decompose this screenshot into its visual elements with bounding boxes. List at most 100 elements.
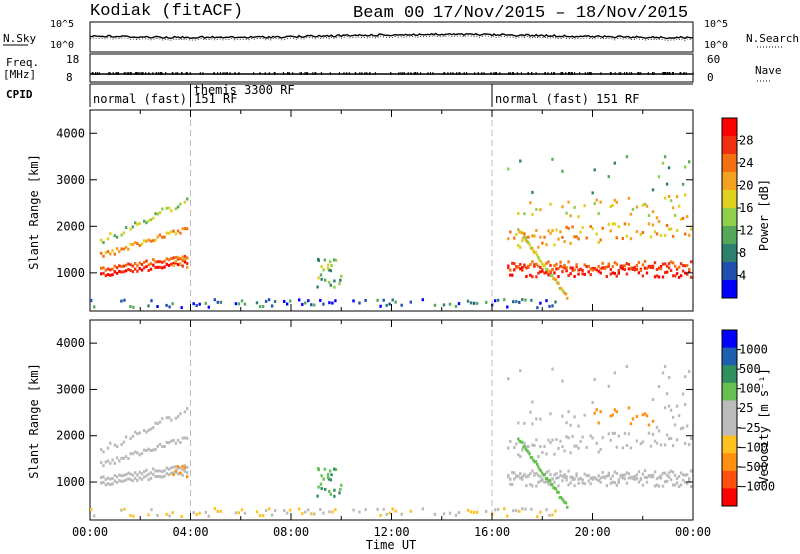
power-cell	[565, 266, 568, 270]
cpid-segment-label: themis 3300 RF	[194, 83, 295, 97]
power-cell	[579, 230, 582, 234]
power-cell	[124, 226, 128, 229]
velocity-cell	[531, 469, 534, 473]
power-cell	[613, 161, 616, 165]
power-cell	[333, 285, 336, 289]
power-cell	[603, 267, 606, 271]
power-cell	[513, 268, 516, 272]
power-cell	[521, 266, 524, 270]
power-cell	[170, 230, 173, 234]
velocity-cell	[145, 474, 148, 478]
power-cell	[138, 222, 141, 225]
power-cell	[100, 272, 103, 276]
power-cell	[385, 303, 388, 307]
velocity-cell	[591, 476, 594, 480]
power-cell	[561, 235, 564, 239]
velocity-cell	[688, 443, 691, 447]
power-cell	[548, 269, 551, 273]
nave-dot	[359, 72, 361, 75]
velocity-cell	[561, 497, 564, 501]
nave-dot	[553, 72, 555, 75]
power-cell	[677, 275, 681, 279]
power-cell	[613, 222, 616, 226]
colorbar-swatch	[722, 330, 737, 349]
velocity-cell	[575, 474, 578, 478]
velocity-cell	[530, 456, 534, 460]
velocity-cell	[134, 430, 137, 434]
velocity-cell	[611, 474, 614, 478]
nave-dot	[299, 72, 301, 75]
velocity-cell	[154, 421, 157, 425]
velocity-cell	[655, 425, 659, 429]
power-cell	[111, 267, 114, 271]
velocity-cell	[154, 469, 157, 473]
velocity-cell	[111, 458, 114, 462]
power-cell	[621, 237, 624, 240]
velocity-cell	[379, 513, 382, 517]
power-cell	[145, 259, 148, 263]
velocity-cell	[571, 478, 574, 481]
velocity-cell	[509, 477, 512, 481]
power-cell	[519, 159, 522, 163]
power-cell	[655, 232, 659, 236]
velocity-cell	[334, 468, 338, 472]
nave-dot	[511, 72, 513, 75]
power-cell	[545, 243, 548, 247]
power-cell	[171, 302, 174, 306]
nave-dot	[452, 72, 454, 75]
power-cell	[573, 268, 576, 272]
x-tick-label: 08:00	[273, 525, 309, 539]
power-cell	[270, 304, 274, 308]
velocity-cell	[140, 472, 144, 476]
velocity-cell	[651, 432, 655, 436]
colorbar-tick-label: −25	[739, 421, 761, 435]
nave-tick-bottom: 0	[707, 71, 714, 84]
colorbar-swatch	[722, 244, 737, 263]
velocity-cell	[531, 400, 534, 404]
nave-dot	[346, 72, 348, 75]
velocity-cell	[131, 479, 135, 483]
power-cell	[653, 275, 657, 279]
velocity-cell	[552, 486, 555, 490]
nave-dot	[516, 72, 518, 75]
velocity-cell	[391, 507, 394, 511]
velocity-cell	[563, 501, 566, 504]
velocity-data-cells	[90, 365, 693, 519]
nsky-line	[89, 32, 693, 40]
velocity-cell	[607, 473, 610, 477]
velocity-cell	[605, 474, 608, 478]
velocity-cell	[681, 478, 685, 482]
power-cell	[310, 303, 313, 307]
power-cell	[167, 231, 171, 235]
velocity-cell	[170, 471, 173, 475]
power-cell	[637, 271, 641, 275]
power-cell	[283, 300, 286, 303]
nave-dot	[620, 72, 622, 75]
velocity-cell	[494, 508, 497, 512]
velocity-cell	[543, 445, 546, 449]
power-cell	[183, 227, 187, 231]
velocity-cell	[382, 507, 385, 511]
velocity-cell	[138, 470, 141, 474]
cpid-segment-label: normal (fast) 151 RF	[495, 92, 640, 106]
power-cell	[665, 224, 669, 227]
power-cell	[525, 239, 529, 243]
power-cell	[635, 230, 639, 234]
colorbar-tick-label: −1000	[739, 479, 775, 493]
colorbar-swatch	[722, 208, 737, 227]
power-cell	[174, 260, 178, 263]
nave-dot	[155, 72, 157, 75]
power-cell	[519, 267, 522, 271]
colorbar-tick-label: 16	[739, 201, 753, 215]
power-cell	[597, 241, 600, 244]
velocity-cell	[186, 407, 189, 411]
power-cell	[323, 258, 326, 262]
velocity-cell	[667, 437, 671, 441]
nsearch-label: N.Search	[746, 32, 799, 45]
power-cell	[104, 274, 107, 278]
nave-dot	[560, 72, 562, 75]
power-cell	[675, 267, 679, 271]
colorbar-swatch	[722, 418, 737, 437]
velocity-cell	[109, 477, 112, 481]
velocity-cell	[165, 466, 168, 470]
